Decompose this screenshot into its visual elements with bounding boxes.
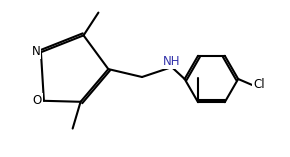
- Text: N: N: [32, 45, 40, 58]
- Text: O: O: [32, 94, 41, 107]
- Text: Cl: Cl: [253, 78, 265, 91]
- Text: NH: NH: [163, 55, 180, 68]
